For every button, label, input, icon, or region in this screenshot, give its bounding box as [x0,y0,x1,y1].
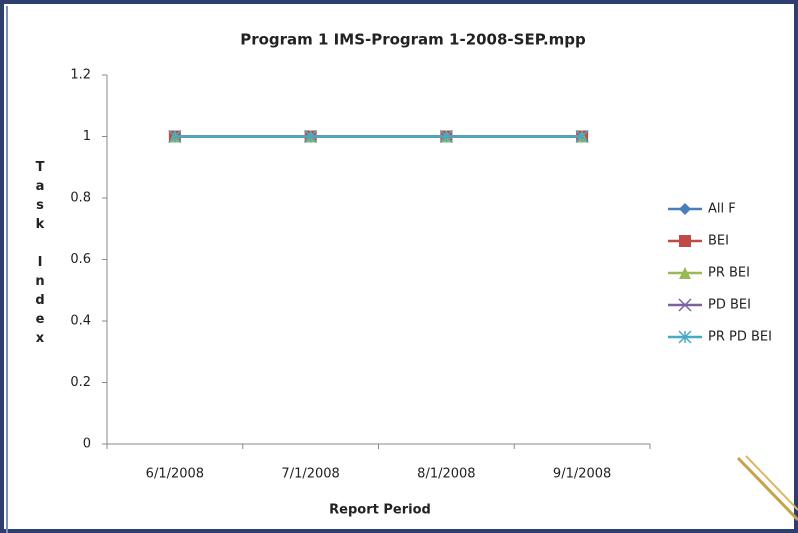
chart: Program 1 IMS-Program 1-2008-SEP.mpp Rep… [0,0,798,533]
y-axis-title: Task Index [33,160,48,350]
x-tick-label: 9/1/2008 [553,467,611,482]
frame-edge [6,6,8,533]
legend-label: PD BEI [708,298,751,313]
legend-label: BEI [708,234,729,249]
legend-item: PD BEI [668,298,751,313]
x-axis-title: Report Period [329,503,431,518]
y-tick-label: 1 [83,129,91,144]
legend-label: All F [708,202,736,217]
background [0,0,798,533]
legend-label: PR PD BEI [708,330,772,345]
x-tick-label: 8/1/2008 [417,467,475,482]
chart-title: Program 1 IMS-Program 1-2008-SEP.mpp [240,31,586,49]
legend-marker [679,235,691,247]
y-tick-label: 0.6 [70,252,91,267]
legend-label: PR BEI [708,266,750,281]
x-tick-label: 6/1/2008 [146,467,204,482]
y-tick-label: 1.2 [70,68,91,83]
y-tick-label: 0.8 [70,191,91,206]
x-tick-label: 7/1/2008 [281,467,339,482]
y-tick-label: 0.2 [70,375,91,390]
y-tick-label: 0 [83,437,91,452]
y-tick-label: 0.4 [70,314,91,329]
